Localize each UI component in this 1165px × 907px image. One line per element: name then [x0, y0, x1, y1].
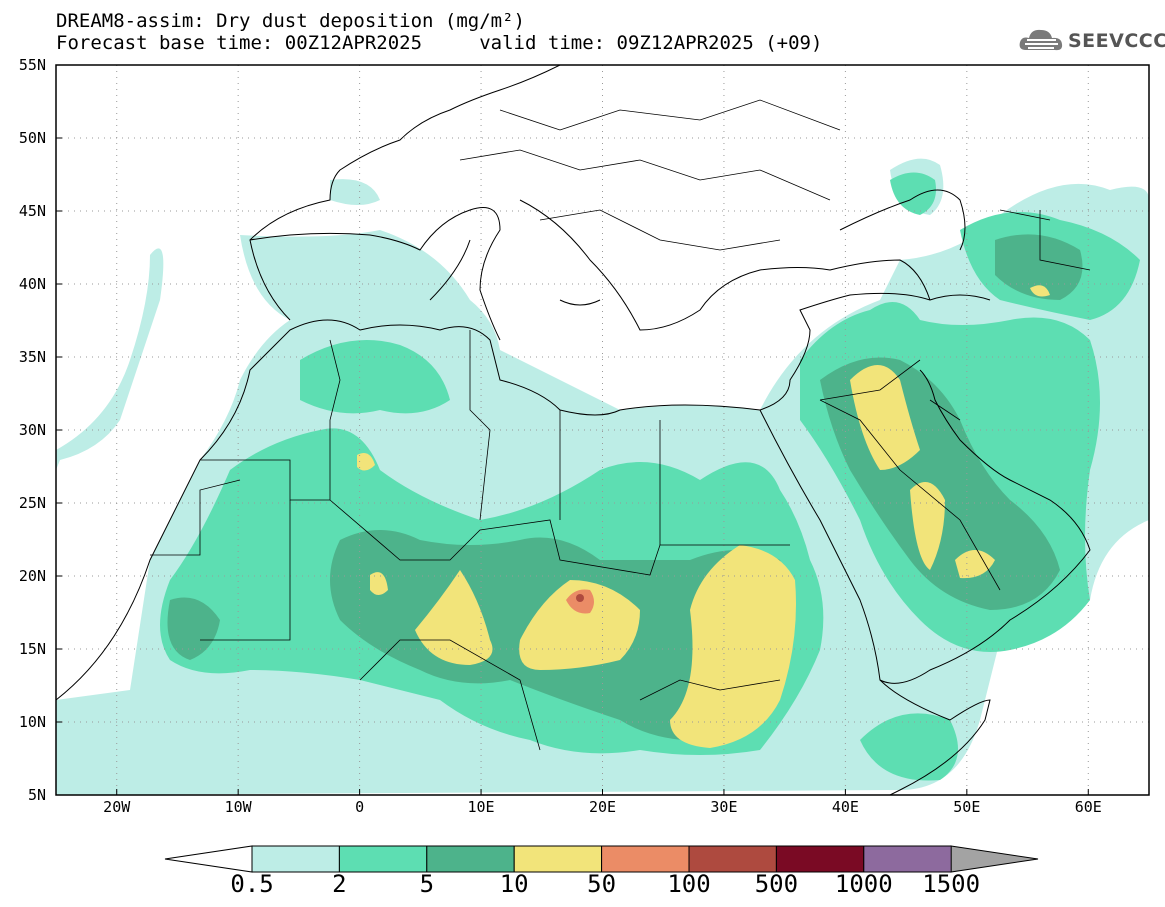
colorbar-swatch — [426, 845, 515, 873]
logo-text: SEEVCCC — [1068, 30, 1165, 52]
colorbar-swatch — [688, 845, 777, 873]
colorbar-swatch — [601, 845, 690, 873]
longitude-label: 30E — [710, 798, 738, 816]
latitude-label: 55N — [18, 56, 46, 74]
longitude-label: 60E — [1074, 798, 1102, 816]
forecast-time-subtitle: Forecast base time: 00Z12APR2025 valid t… — [56, 32, 823, 54]
longitude-label: 10E — [467, 798, 495, 816]
longitude-label: 0 — [355, 798, 365, 816]
colorbar-label: 50 — [587, 870, 617, 898]
colorbar-label: 1500 — [922, 870, 981, 898]
longitude-label: 40E — [831, 798, 859, 816]
colorbar-swatch — [513, 845, 603, 873]
latitude-label: 50N — [18, 129, 46, 147]
colorbar-label: 2 — [332, 870, 347, 898]
longitude-label: 20W — [103, 798, 131, 816]
colorbar-label: 1000 — [834, 870, 893, 898]
seevccc-logo: SEEVCCC — [1018, 25, 1165, 57]
colorbar-label: 0.5 — [230, 870, 274, 898]
colorbar-label: 10 — [499, 870, 529, 898]
colorbar-over-arrow — [950, 845, 1039, 873]
longitude-label: 20E — [588, 798, 617, 816]
latitude-label: 5N — [27, 786, 46, 804]
colorbar-swatch — [863, 845, 952, 873]
latitude-label: 15N — [18, 640, 46, 658]
latitude-label: 20N — [18, 567, 46, 585]
longitude-label: 50E — [953, 798, 981, 816]
latitude-label: 25N — [18, 494, 46, 512]
latitude-label: 45N — [18, 202, 46, 220]
country-borders — [150, 99, 1091, 751]
dust-level-100 — [576, 594, 584, 602]
dust-field — [56, 65, 1149, 795]
colorbar-swatch — [251, 845, 340, 873]
cloud-icon — [1019, 29, 1063, 51]
colorbar-label: 100 — [667, 870, 711, 898]
axis-ticks — [56, 64, 1089, 796]
colorbar-swatch — [338, 845, 428, 873]
map-title: DREAM8-assim: Dry dust deposition (mg/m²… — [56, 10, 525, 32]
latitude-label: 40N — [18, 275, 46, 293]
colorbar-label: 500 — [754, 870, 799, 898]
latitude-label: 35N — [18, 348, 46, 366]
latitude-label: 10N — [18, 713, 46, 731]
dust-level-10 — [357, 285, 1050, 748]
latitude-label: 30N — [18, 421, 46, 439]
colorbar — [164, 845, 1039, 873]
colorbar-label: 5 — [419, 870, 435, 898]
colorbar-under-arrow — [164, 845, 253, 873]
colorbar-swatch — [775, 845, 865, 873]
longitude-label: 10W — [224, 798, 252, 816]
